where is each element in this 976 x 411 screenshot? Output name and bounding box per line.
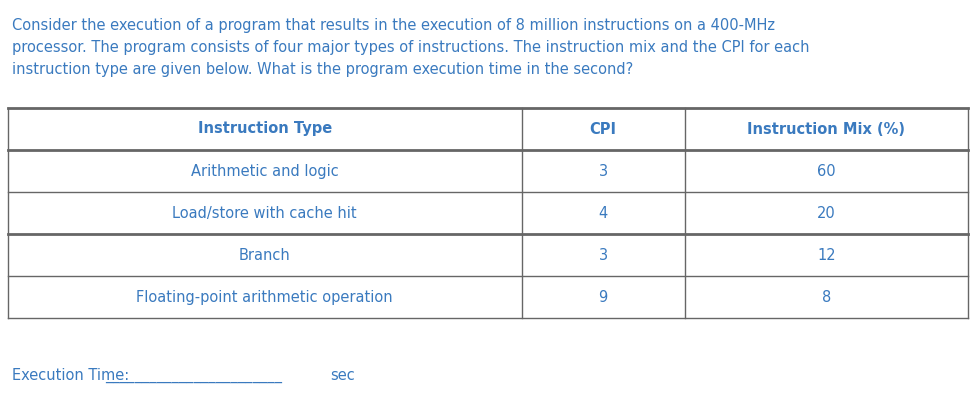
Text: 60: 60 <box>817 164 835 178</box>
Text: processor. The program consists of four major types of instructions. The instruc: processor. The program consists of four … <box>12 40 809 55</box>
Text: sec: sec <box>330 368 354 383</box>
Text: 4: 4 <box>598 206 608 220</box>
Text: Branch: Branch <box>239 247 291 263</box>
Text: Floating-point arithmetic operation: Floating-point arithmetic operation <box>137 289 393 305</box>
Text: instruction type are given below. What is the program execution time in the seco: instruction type are given below. What i… <box>12 62 633 77</box>
Text: Execution Time:: Execution Time: <box>12 368 129 383</box>
Text: Arithmetic and logic: Arithmetic and logic <box>191 164 339 178</box>
Text: Consider the execution of a program that results in the execution of 8 million i: Consider the execution of a program that… <box>12 18 775 33</box>
Text: ________________________: ________________________ <box>105 368 282 383</box>
Text: 12: 12 <box>817 247 835 263</box>
Text: 3: 3 <box>598 164 608 178</box>
Text: 3: 3 <box>598 247 608 263</box>
Text: 20: 20 <box>817 206 835 220</box>
Text: Load/store with cache hit: Load/store with cache hit <box>173 206 357 220</box>
Text: CPI: CPI <box>590 122 617 136</box>
Text: Instruction Type: Instruction Type <box>198 122 332 136</box>
Text: 9: 9 <box>598 289 608 305</box>
Text: 8: 8 <box>822 289 831 305</box>
Text: Instruction Mix (%): Instruction Mix (%) <box>748 122 906 136</box>
